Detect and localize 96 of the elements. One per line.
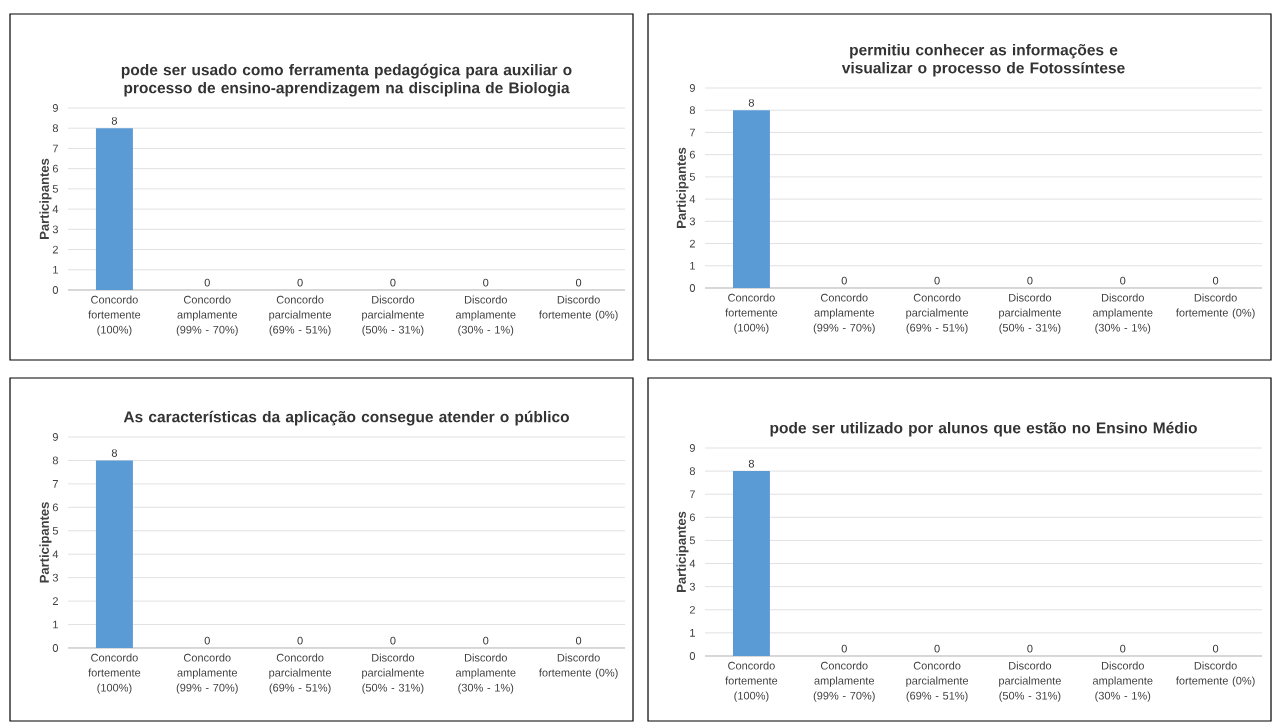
x-tick-label: Discordo fortemente (0%)	[1176, 293, 1255, 319]
y-tick-label: 4	[52, 205, 59, 213]
y-tick-label: 7	[52, 144, 58, 153]
data-label: 0	[575, 636, 582, 645]
x-tick-label: Concordo parcialmente (69% - 51%)	[906, 661, 969, 702]
x-tick-label: Discordo amplamente (30% - 1%)	[1092, 293, 1153, 334]
y-tick-label: 9	[52, 433, 58, 441]
y-axis-title: Participantes	[39, 158, 52, 239]
data-label: 0	[934, 644, 940, 653]
y-tick-label: 6	[689, 513, 695, 522]
x-tick-label: Discordo parcialmente (50% - 31%)	[999, 661, 1061, 702]
data-label: 8	[748, 459, 754, 468]
y-tick-label: 8	[52, 456, 58, 465]
data-label: 0	[390, 278, 396, 287]
x-tick-label: Concordo amplamente (99% - 70%)	[176, 295, 238, 336]
data-label: 0	[1120, 276, 1126, 285]
x-tick-label: Discordo amplamente (30% - 1%)	[455, 295, 516, 336]
x-tick-label: Discordo amplamente (30% - 1%)	[1092, 661, 1153, 702]
data-label: 0	[1027, 276, 1033, 285]
y-tick-label: 0	[52, 644, 59, 652]
data-label: 0	[1212, 644, 1219, 653]
x-tick-label: Discordo parcialmente (50% - 31%)	[999, 293, 1061, 334]
x-tick-label: Concordo amplamente (99% - 70%)	[813, 661, 875, 702]
y-tick-label: 9	[689, 444, 695, 452]
chart-title: As características da aplicação consegue atender o público	[123, 410, 569, 426]
data-label: 0	[575, 278, 582, 287]
chart-title: pode ser utilizado por alunos que estão no Ensino Médio	[770, 421, 1197, 437]
data-label: 0	[1212, 276, 1219, 285]
y-tick-label: 2	[689, 605, 695, 614]
y-tick-label: 5	[52, 526, 59, 535]
data-label: 0	[934, 276, 940, 285]
chart-title: pode ser usado como ferramenta pedagógica para auxiliar o processo de ensino-aprendizagem na disciplina de Biologia	[121, 63, 572, 97]
x-tick-label: Concordo fortemente (100%)	[725, 293, 778, 334]
x-tick-label: Discordo parcialmente (50% - 31%)	[362, 653, 424, 694]
y-tick-label: 2	[689, 239, 695, 248]
x-tick-label: Concordo amplamente (99% - 70%)	[813, 293, 875, 334]
data-label: 0	[841, 644, 847, 653]
data-label: 0	[1120, 644, 1126, 653]
y-tick-label: 2	[52, 597, 58, 605]
y-tick-label: 9	[52, 104, 58, 112]
y-tick-label: 1	[690, 629, 695, 637]
y-tick-label: 4	[52, 550, 59, 558]
y-tick-label: 4	[689, 195, 696, 203]
y-tick-label: 1	[53, 620, 58, 629]
y-axis-title: Participantes	[676, 511, 689, 592]
data-label: 0	[483, 636, 489, 645]
data-label: 0	[204, 636, 210, 645]
y-tick-label: 0	[52, 286, 59, 294]
y-tick-label: 6	[689, 150, 695, 159]
x-tick-label: Discordo amplamente (30% - 1%)	[455, 653, 516, 694]
y-tick-label: 1	[53, 265, 58, 274]
y-tick-label: 8	[689, 467, 695, 475]
x-tick-label: Concordo parcialmente (69% - 51%)	[269, 295, 332, 336]
y-tick-label: 6	[52, 503, 58, 512]
y-tick-label: 3	[52, 225, 58, 234]
data-label: 0	[483, 278, 489, 287]
data-label: 0	[841, 276, 847, 285]
x-tick-label: Concordo fortemente (100%)	[725, 661, 778, 702]
y-tick-label: 3	[689, 582, 695, 591]
x-tick-label: Concordo fortemente (100%)	[88, 653, 141, 694]
chart-title: permitiu conhecer as informações e visualizar o processo de Fotossíntese	[841, 44, 1125, 77]
y-tick-label: 0	[689, 652, 696, 660]
data-label: 8	[111, 116, 117, 125]
data-label: 8	[111, 449, 117, 457]
x-tick-label: Discordo fortemente (0%)	[539, 295, 618, 321]
data-label: 0	[1027, 644, 1033, 653]
y-tick-label: 5	[52, 185, 59, 193]
x-tick-label: Concordo fortemente (100%)	[88, 295, 141, 336]
x-tick-label: Concordo parcialmente (69% - 51%)	[269, 653, 332, 694]
data-label: 0	[297, 636, 303, 645]
data-label: 0	[204, 278, 210, 287]
y-tick-label: 3	[52, 573, 58, 582]
y-tick-label: 7	[689, 128, 695, 137]
y-tick-label: 5	[689, 536, 695, 545]
y-tick-label: 5	[689, 173, 695, 181]
y-axis-title: Participantes	[39, 502, 52, 583]
y-tick-label: 3	[689, 217, 695, 226]
data-label: 8	[748, 98, 754, 107]
y-tick-label: 8	[689, 106, 695, 115]
y-tick-label: 1	[690, 261, 695, 270]
y-axis-title: Participantes	[676, 147, 689, 228]
y-tick-label: 7	[52, 480, 58, 488]
x-tick-label: Concordo parcialmente (69% - 51%)	[906, 293, 969, 334]
x-tick-label: Discordo fortemente (0%)	[539, 653, 618, 679]
y-tick-label: 8	[52, 124, 58, 133]
data-label: 0	[297, 278, 303, 287]
y-tick-label: 4	[689, 559, 696, 568]
y-tick-label: 9	[689, 84, 695, 92]
x-tick-label: Concordo amplamente (99% - 70%)	[176, 653, 238, 694]
x-tick-label: Discordo fortemente (0%)	[1176, 661, 1255, 687]
y-tick-label: 0	[689, 284, 696, 292]
y-tick-label: 2	[52, 245, 58, 254]
y-tick-label: 6	[52, 164, 58, 173]
data-label: 0	[390, 636, 396, 645]
x-tick-label: Discordo parcialmente (50% - 31%)	[362, 295, 424, 336]
y-tick-label: 7	[689, 490, 695, 498]
